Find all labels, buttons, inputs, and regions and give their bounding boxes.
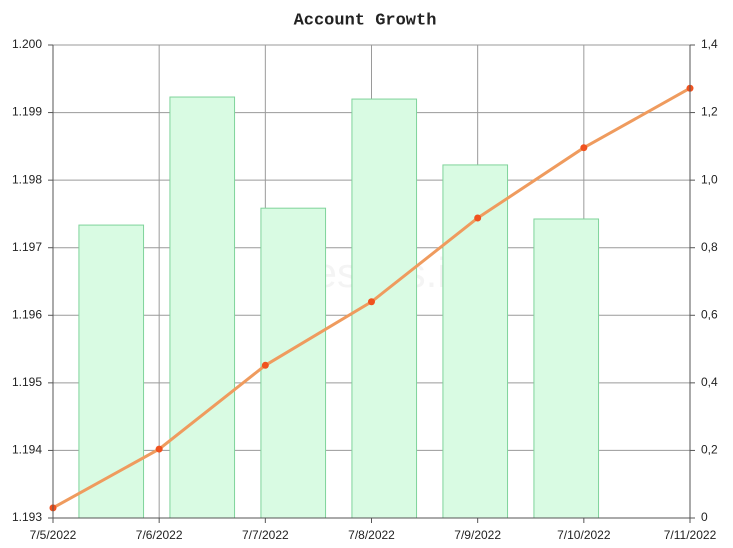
y-tick-label: 1.195 xyxy=(12,375,42,389)
y2-tick-label: 0,2 xyxy=(701,443,718,457)
y-tick-label: 1.199 xyxy=(12,105,42,119)
y2-tick-label: 0,4 xyxy=(701,375,718,389)
bar xyxy=(533,218,600,519)
bar xyxy=(442,164,509,519)
y2-tick-label: 0 xyxy=(701,510,708,524)
y2-tick-label: 1,0 xyxy=(701,172,718,186)
point xyxy=(261,361,269,369)
y2-tick-label: 1,4 xyxy=(701,37,718,51)
y-tick-label: 1.194 xyxy=(12,443,42,457)
y2-tick-label: 0,6 xyxy=(701,307,718,321)
x-tick-label: 7/8/2022 xyxy=(348,528,395,542)
x-tick-label: 7/6/2022 xyxy=(136,528,183,542)
point xyxy=(368,298,375,306)
y-tick-label: 1.193 xyxy=(12,510,42,524)
y-tick-label: 1.196 xyxy=(12,307,42,321)
y2-tick-label: 1,2 xyxy=(701,105,718,119)
x-tick-label: 7/9/2022 xyxy=(454,528,501,542)
y-tick-label: 1.200 xyxy=(12,37,42,51)
point xyxy=(474,214,482,222)
bar xyxy=(169,96,236,519)
y-tick-label: 1.198 xyxy=(12,172,42,186)
x-tick-label: 7/10/2022 xyxy=(557,528,611,542)
y2-tick-label: 0,8 xyxy=(701,240,718,254)
y-tick-label: 1.197 xyxy=(12,240,42,254)
chart-title: Account Growth xyxy=(294,11,437,30)
point xyxy=(580,144,588,152)
x-tick-label: 7/5/2022 xyxy=(30,528,77,542)
x-tick-label: 7/7/2022 xyxy=(242,528,289,542)
x-tick-label: 7/11/2022 xyxy=(664,528,717,542)
point xyxy=(155,445,163,453)
bar xyxy=(78,224,145,519)
